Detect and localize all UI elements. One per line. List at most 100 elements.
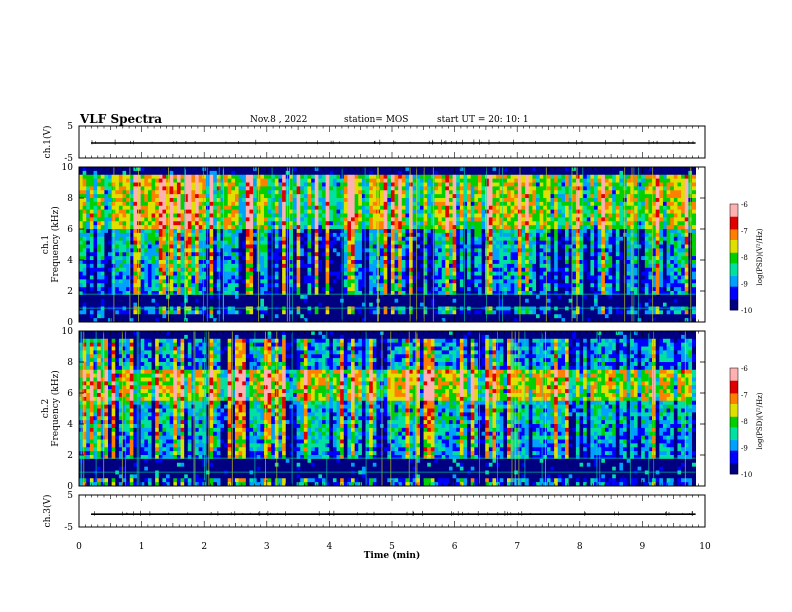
spectrogram-cell: [459, 294, 464, 300]
spectrogram-cell: [492, 263, 497, 269]
spectrogram-cell: [318, 263, 323, 269]
spectrogram-cell: [191, 318, 196, 323]
spectrogram-cell: [263, 275, 269, 280]
spectrogram-cell: [300, 287, 305, 292]
spectrogram-cell: [412, 194, 417, 199]
spectrogram-cell: [369, 306, 374, 311]
spectrogram-cell: [419, 271, 424, 276]
spectrogram-cell: [86, 198, 91, 203]
spectrogram-cell: [481, 302, 486, 307]
spectrogram-cell: [231, 291, 236, 296]
spectrogram-cell: [510, 310, 515, 315]
spectrogram-cell: [176, 236, 181, 242]
spectrogram-cell: [329, 267, 334, 273]
spectrogram-cell: [452, 236, 457, 242]
spectrogram-cell: [492, 201, 497, 207]
spectrogram-cell: [289, 263, 294, 269]
spectrogram-cell: [441, 260, 446, 265]
spectrogram-cell: [416, 302, 421, 307]
spectrogram-cell: [314, 306, 319, 311]
spectrogram-cell: [97, 306, 102, 311]
spectrogram-cell: [441, 294, 446, 300]
spectrogram-cell: [249, 306, 254, 311]
spectrogram-cell: [79, 217, 84, 222]
spectrogram-cell: [166, 205, 171, 211]
spectrogram-cell: [325, 263, 330, 269]
spectrogram-cell: [108, 283, 113, 288]
spectrogram-cell: [477, 178, 483, 183]
spectrogram-cell: [242, 167, 247, 172]
spectrogram-cell: [423, 198, 428, 203]
spectrogram-cell: [336, 170, 341, 176]
spectrogram-cell: [137, 178, 142, 183]
spectrogram-cell: [322, 318, 327, 323]
spectrogram-cell: [249, 201, 254, 207]
spectrogram-cell: [260, 190, 265, 195]
spectrogram-cell: [423, 291, 428, 296]
spectrogram-cell: [79, 244, 84, 249]
spectrogram-cell: [485, 217, 490, 222]
spectrogram-cell: [510, 217, 515, 222]
spectrogram-cell: [173, 298, 178, 304]
spectrogram-cell: [481, 174, 486, 180]
spectrogram-cell: [97, 225, 102, 230]
spectrogram-cell: [245, 294, 250, 300]
spectrogram-cell: [456, 198, 461, 203]
spectrogram-cell: [242, 314, 247, 319]
spectrogram-cell: [289, 209, 294, 214]
spectrogram-cell: [271, 217, 276, 222]
spectrogram-cell: [347, 302, 352, 307]
spectrogram-cell: [147, 178, 152, 183]
spectrogram-cell: [401, 287, 406, 292]
spectrogram-cell: [322, 271, 327, 276]
spectrogram-cell: [459, 186, 464, 191]
spectrogram-cell: [514, 318, 519, 323]
spectrogram-cell: [115, 221, 120, 226]
spectrogram-cell: [409, 298, 414, 304]
spectrogram-cell: [416, 279, 421, 284]
spectrogram-cell: [104, 186, 109, 191]
spectrogram-cell: [470, 318, 475, 323]
spectrogram-cell: [358, 291, 363, 296]
spectrogram-cell: [477, 229, 483, 234]
spectrogram-cell: [187, 287, 192, 292]
spectrogram-cell: [427, 174, 432, 180]
spectrogram-cell: [398, 194, 403, 199]
spectrogram-cell: [430, 244, 435, 249]
spectrogram-cell: [169, 182, 174, 187]
spectrogram-cell: [162, 260, 167, 265]
spectrogram-cell: [82, 186, 87, 191]
spectrogram-cell: [398, 205, 403, 211]
spectrogram-cell: [137, 294, 142, 300]
spectrogram-cell: [282, 201, 287, 207]
spectrogram-cell: [307, 229, 312, 234]
spectrogram-cell: [93, 232, 98, 238]
spectrogram-cell: [496, 260, 501, 265]
spectrogram-cell: [166, 213, 171, 218]
spectrogram-cell: [387, 318, 392, 323]
spectrogram-cell: [86, 260, 91, 265]
spectrogram-cell: [176, 314, 181, 319]
spectrogram-cell: [209, 232, 214, 238]
spectrogram-cell: [260, 240, 265, 245]
spectrogram-cell: [463, 310, 468, 315]
spectrogram-cell: [205, 244, 210, 249]
spectrogram-cell: [452, 229, 457, 234]
spectrogram-cell: [423, 236, 428, 242]
spectrogram-cell: [147, 240, 152, 245]
spectrogram-cell: [176, 186, 181, 191]
spectrogram-cell: [485, 252, 490, 257]
spectrogram-cell: [412, 252, 417, 257]
spectrogram-cell: [452, 252, 457, 257]
spectrogram-cell: [245, 287, 250, 292]
spectrogram-cell: [325, 209, 330, 214]
spectrogram-cell: [332, 252, 337, 257]
spectrogram-cell: [390, 275, 395, 280]
spectrogram-cell: [474, 229, 479, 234]
spectrogram-cell: [158, 248, 163, 253]
spectrogram-cell: [448, 201, 453, 207]
spectrogram-cell: [118, 217, 123, 222]
spectrogram-cell: [100, 186, 105, 191]
spectrogram-cell: [383, 174, 388, 180]
spectrogram-cell: [162, 256, 167, 261]
